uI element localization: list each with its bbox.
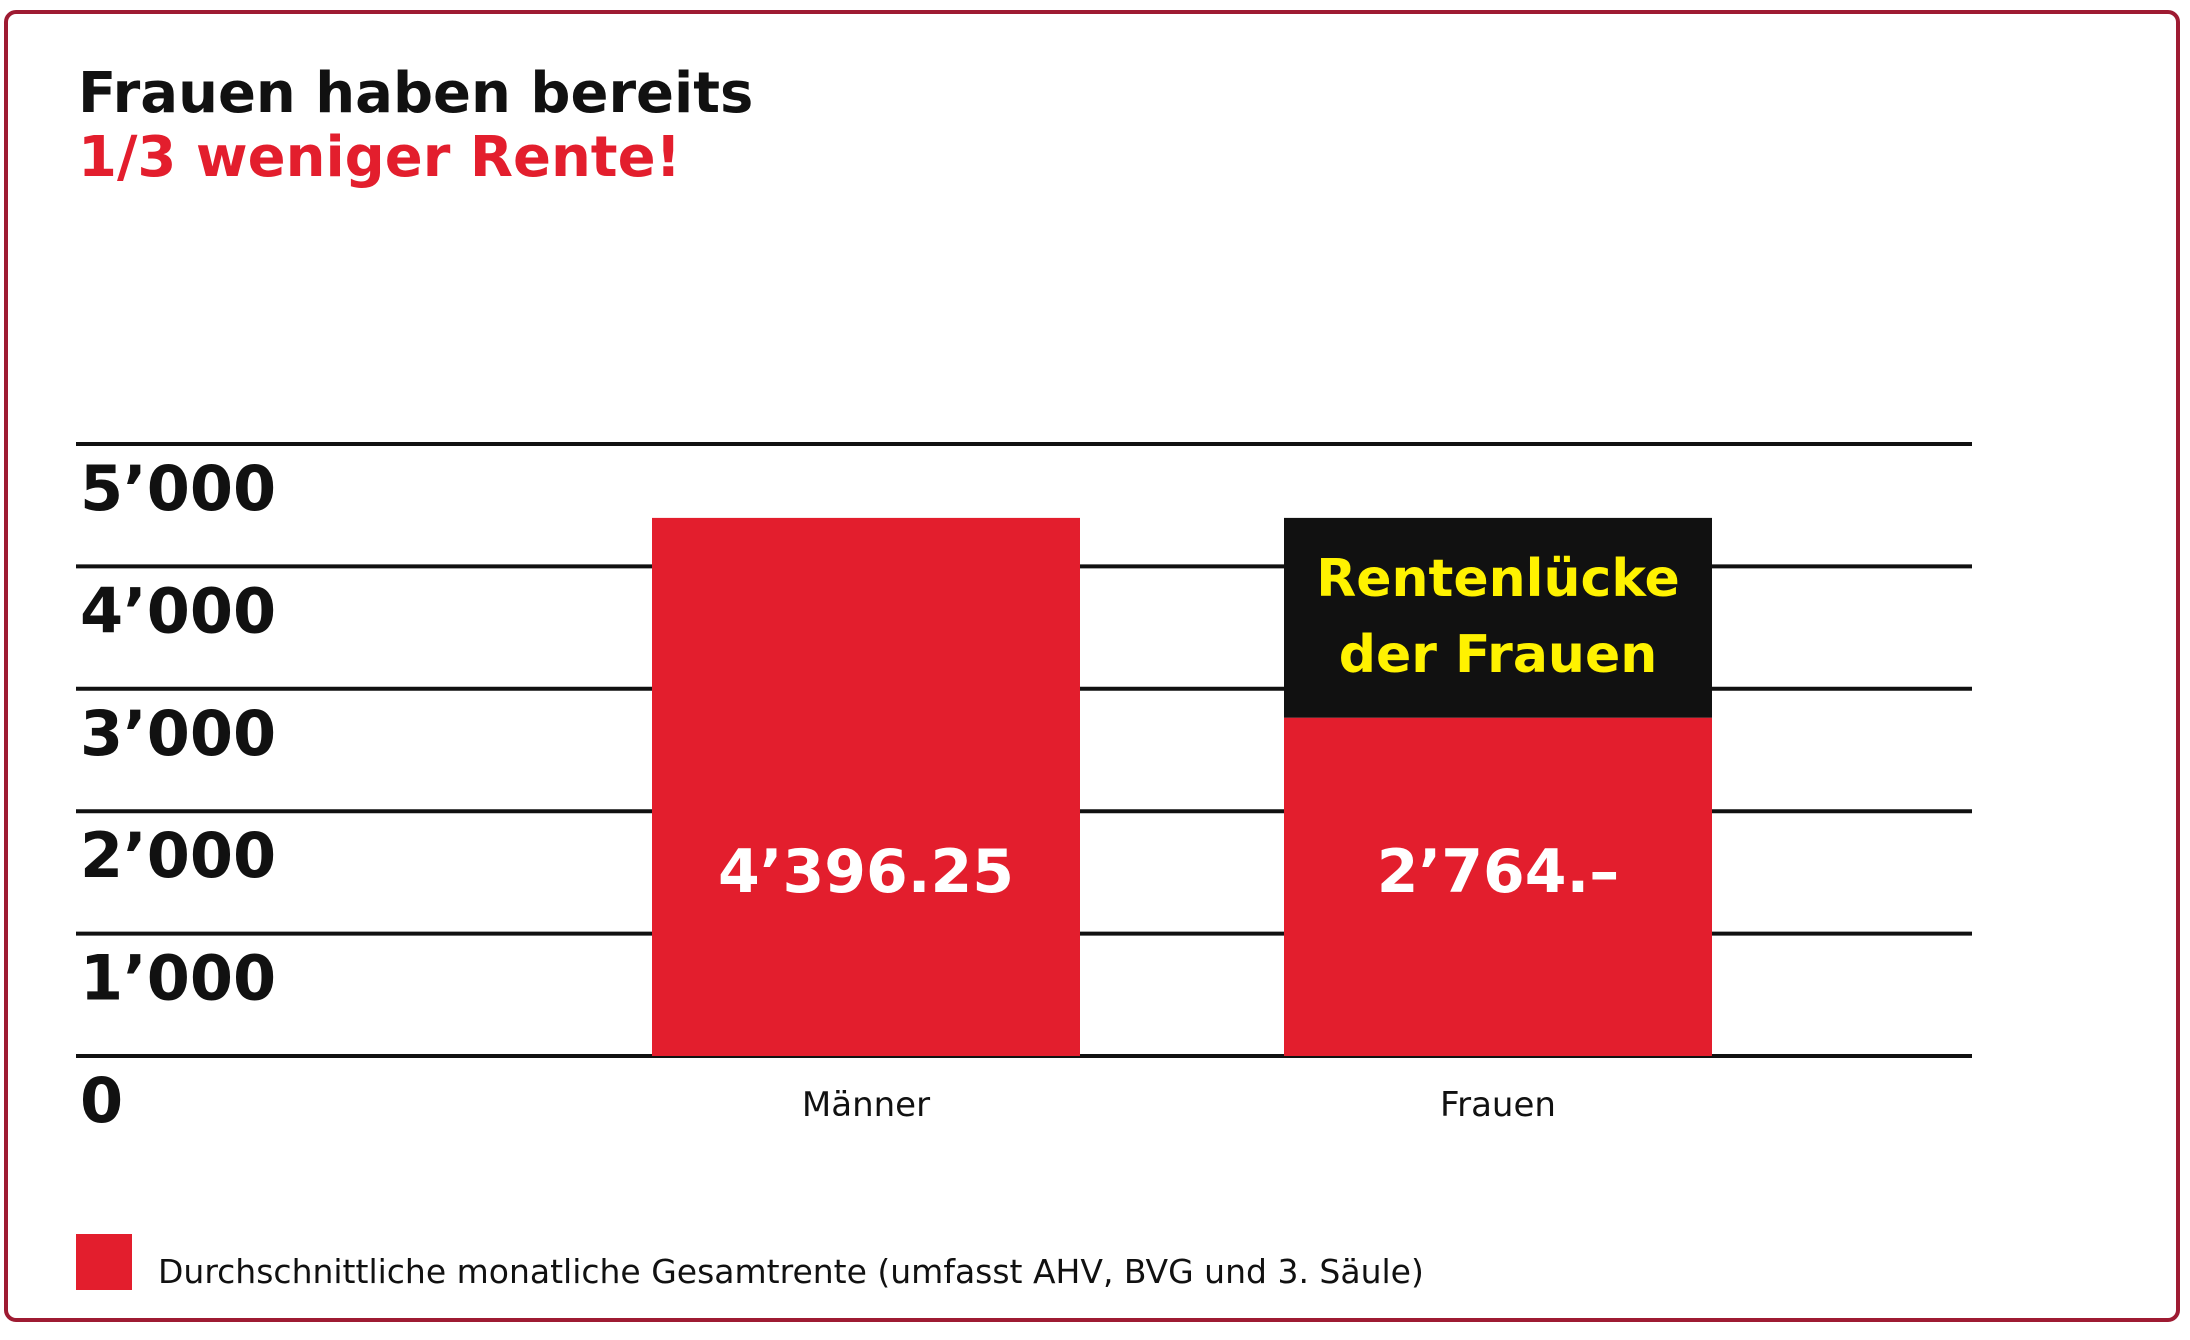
y-tick-label: 1’000	[80, 942, 276, 1015]
legend: Durchschnittliche monatliche Gesamtrente…	[76, 1232, 1424, 1291]
x-tick-label-frauen: Frauen	[1440, 1085, 1556, 1125]
bars	[652, 517, 1712, 1056]
value-label-männer: 4’396.25	[718, 837, 1014, 907]
legend-label: Durchschnittliche monatliche Gesamtrente…	[158, 1252, 1424, 1291]
y-tick-label: 2’000	[80, 819, 276, 892]
bar-labels: Rentenlücke der Frauen 4’396.25 2’764.–	[718, 549, 1680, 907]
chart-frame	[4, 10, 2180, 1322]
gap-label-line: der Frauen	[1339, 625, 1657, 685]
bar-männer	[652, 517, 1080, 1056]
legend-swatch	[76, 1233, 132, 1290]
bar-frauen	[1284, 717, 1712, 1056]
x-axis-ticks: Männer Frauen	[802, 1085, 1556, 1125]
x-tick-label-männer: Männer	[802, 1085, 930, 1125]
gap-label-line: Rentenlücke	[1316, 549, 1680, 609]
y-tick-label: 4’000	[80, 574, 276, 647]
chart-title: Frauen haben bereits 1/3 weniger Rente!	[78, 62, 753, 190]
title-line: Frauen haben bereits	[78, 61, 754, 126]
value-label-frauen: 2’764.–	[1377, 837, 1620, 907]
y-tick-label: 5’000	[80, 452, 276, 525]
y-axis-ticks: 0 1’000 2’000 3’000 4’000 5’000	[80, 452, 276, 1137]
y-tick-label: 3’000	[80, 697, 276, 770]
gap-segment	[1284, 517, 1712, 718]
y-tick-label: 0	[80, 1064, 123, 1137]
subtitle-line: 1/3 weniger Rente!	[78, 125, 682, 190]
